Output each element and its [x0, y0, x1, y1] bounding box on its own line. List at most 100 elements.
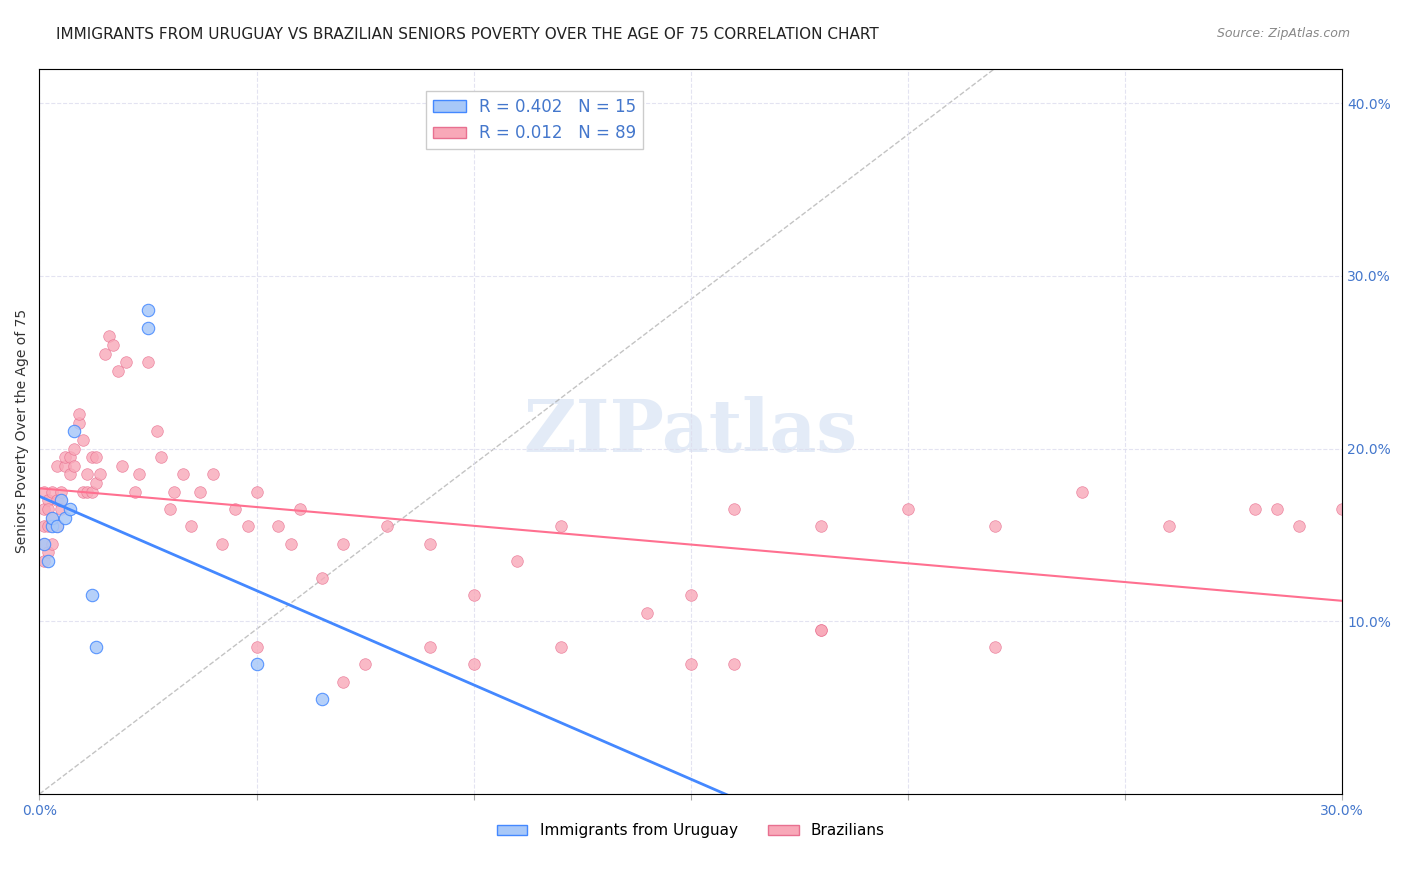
Point — [128, 467, 150, 482]
Point — [49, 493, 72, 508]
Point — [45, 458, 67, 473]
Point — [84, 476, 107, 491]
Point — [59, 450, 82, 465]
Point — [267, 519, 290, 533]
Point — [679, 588, 702, 602]
Point — [63, 442, 86, 456]
Point — [1331, 502, 1354, 516]
Point — [32, 536, 55, 550]
Point — [37, 502, 59, 516]
Point — [311, 571, 333, 585]
Point — [49, 493, 72, 508]
Point — [245, 657, 267, 672]
Point — [136, 303, 159, 318]
Point — [172, 467, 194, 482]
Point — [80, 450, 103, 465]
Point — [124, 484, 146, 499]
Point — [375, 519, 398, 533]
Point — [145, 424, 167, 438]
Text: IMMIGRANTS FROM URUGUAY VS BRAZILIAN SENIORS POVERTY OVER THE AGE OF 75 CORRELAT: IMMIGRANTS FROM URUGUAY VS BRAZILIAN SEN… — [56, 27, 879, 42]
Point — [32, 484, 55, 499]
Point — [280, 536, 302, 550]
Point — [59, 467, 82, 482]
Point — [55, 450, 77, 465]
Point — [84, 640, 107, 655]
Point — [67, 407, 90, 421]
Point — [55, 510, 77, 524]
Point — [45, 519, 67, 533]
Point — [150, 450, 173, 465]
Point — [311, 692, 333, 706]
Text: ZIPatlas: ZIPatlas — [524, 396, 858, 467]
Point — [32, 519, 55, 533]
Point — [419, 536, 441, 550]
Point — [115, 355, 138, 369]
Point — [41, 510, 63, 524]
Point — [180, 519, 202, 533]
Point — [1070, 484, 1092, 499]
Point — [332, 536, 354, 550]
Point — [107, 364, 129, 378]
Point — [1157, 519, 1180, 533]
Point — [550, 640, 572, 655]
Point — [332, 674, 354, 689]
Point — [37, 519, 59, 533]
Point — [236, 519, 259, 533]
Point — [41, 536, 63, 550]
Point — [72, 433, 94, 447]
Point — [37, 554, 59, 568]
Point — [80, 484, 103, 499]
Point — [984, 519, 1007, 533]
Point — [723, 502, 745, 516]
Point — [188, 484, 211, 499]
Point — [550, 519, 572, 533]
Point — [354, 657, 377, 672]
Point — [1288, 519, 1310, 533]
Point — [63, 458, 86, 473]
Point — [136, 355, 159, 369]
Point — [97, 329, 120, 343]
Point — [45, 519, 67, 533]
Point — [111, 458, 134, 473]
Point — [55, 458, 77, 473]
Point — [288, 502, 311, 516]
Point — [84, 450, 107, 465]
Point — [49, 502, 72, 516]
Point — [72, 484, 94, 499]
Point — [506, 554, 529, 568]
Point — [810, 623, 832, 637]
Point — [245, 484, 267, 499]
Point — [59, 502, 82, 516]
Point — [41, 484, 63, 499]
Point — [810, 519, 832, 533]
Point — [723, 657, 745, 672]
Point — [163, 484, 186, 499]
Point — [136, 320, 159, 334]
Point — [211, 536, 233, 550]
Point — [76, 484, 98, 499]
Point — [1244, 502, 1267, 516]
Legend: Immigrants from Uruguay, Brazilians: Immigrants from Uruguay, Brazilians — [491, 817, 891, 845]
Point — [67, 416, 90, 430]
Point — [463, 588, 485, 602]
Point — [37, 545, 59, 559]
Point — [419, 640, 441, 655]
Point — [32, 554, 55, 568]
Point — [1265, 502, 1288, 516]
Point — [41, 510, 63, 524]
Point — [679, 657, 702, 672]
Point — [63, 424, 86, 438]
Point — [93, 346, 115, 360]
Point — [76, 467, 98, 482]
Point — [202, 467, 225, 482]
Point — [37, 493, 59, 508]
Point — [636, 606, 658, 620]
Point — [463, 657, 485, 672]
Point — [984, 640, 1007, 655]
Point — [897, 502, 920, 516]
Point — [41, 519, 63, 533]
Y-axis label: Seniors Poverty Over the Age of 75: Seniors Poverty Over the Age of 75 — [15, 310, 30, 553]
Point — [159, 502, 181, 516]
Point — [80, 588, 103, 602]
Point — [103, 338, 125, 352]
